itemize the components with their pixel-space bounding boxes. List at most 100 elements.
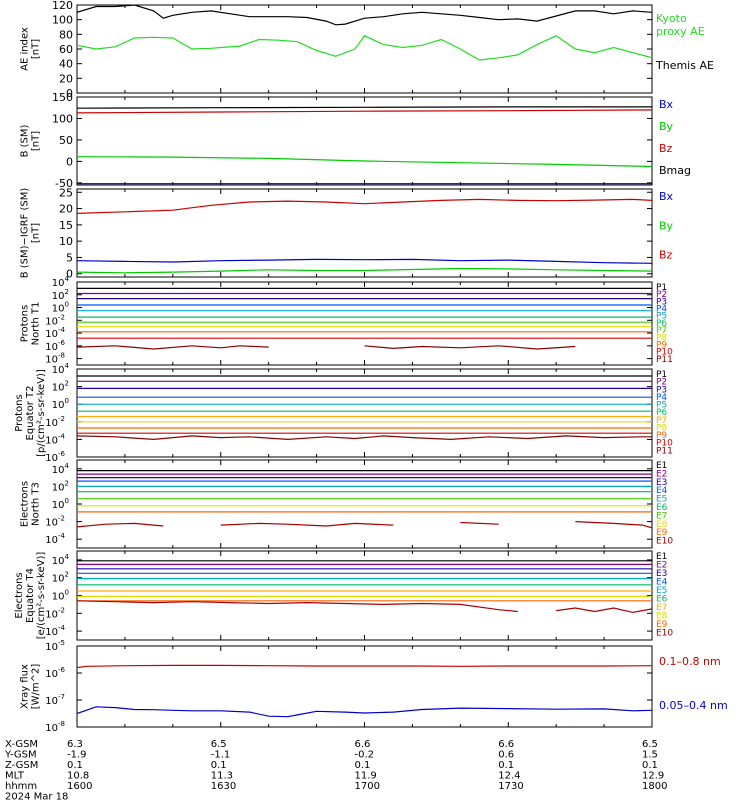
orbit-value: 6.5 bbox=[211, 739, 227, 750]
y-tick-label: 10-4 bbox=[45, 532, 65, 546]
panel-ee: 10-4 10-2 100 102 104 Electrons Equator T4 [e/(… bbox=[14, 550, 673, 641]
y-axis-label: Electrons bbox=[14, 572, 25, 618]
orbit-value: -0.2 bbox=[355, 750, 375, 761]
y-axis-label: Equator T4 bbox=[25, 568, 36, 623]
legend-label: P9 bbox=[656, 431, 667, 441]
legend-label: P4 bbox=[656, 305, 667, 315]
series-line-e10 bbox=[77, 521, 652, 529]
y-tick-label: 100 bbox=[52, 14, 73, 27]
panel-frame bbox=[76, 188, 653, 278]
orbit-table: X-GSM 6.3 6.5 6.6 6.6 6.5 Y-GSM -1.9 -1.1 -0.2 0.6… bbox=[4, 739, 667, 800]
legend-label: P3 bbox=[656, 297, 667, 307]
legend-label: E6 bbox=[656, 503, 668, 513]
series-line-0-05-0-4-nm bbox=[77, 706, 652, 718]
legend-label: P4 bbox=[656, 393, 667, 403]
legend-label: Bx bbox=[659, 190, 674, 203]
series-line-bx bbox=[77, 258, 652, 264]
legend-label: E9 bbox=[656, 620, 668, 630]
legend-label: E5 bbox=[656, 586, 667, 596]
y-tick-label: 20 bbox=[59, 203, 73, 216]
legend-label: P8 bbox=[656, 333, 667, 343]
legend-label: E3 bbox=[656, 478, 667, 488]
orbit-value: 10.8 bbox=[67, 771, 89, 782]
legend-label: P11 bbox=[656, 446, 673, 456]
y-tick-label: 80 bbox=[59, 28, 73, 41]
legend-label: proxy AE bbox=[656, 25, 705, 38]
date-label: 2024 Mar 18 bbox=[5, 792, 68, 800]
orbit-value: 0.1 bbox=[498, 760, 514, 771]
orbit-value: 0.1 bbox=[355, 760, 371, 771]
legend-label: E8 bbox=[656, 612, 668, 622]
legend-label: E2 bbox=[656, 561, 667, 571]
panel-frame bbox=[76, 645, 653, 728]
legend-label: Bx bbox=[659, 98, 674, 111]
y-tick-label: 10-6 bbox=[45, 666, 65, 680]
orbit-value: 12.9 bbox=[642, 771, 664, 782]
legend-label: P7 bbox=[656, 416, 667, 426]
y-axis-label: North T3 bbox=[31, 482, 42, 526]
series-line-by bbox=[77, 156, 652, 168]
legend-label: P6 bbox=[656, 319, 667, 329]
legend-label: E1 bbox=[656, 461, 667, 471]
panel-xray: 10-8 10-7 10-6 10-5 Xray flux [W/m^2] 0.1–0.8 … bbox=[20, 639, 728, 734]
orbit-value: 1600 bbox=[67, 781, 92, 792]
orbit-value: 6.6 bbox=[498, 739, 514, 750]
orbit-value: 6.3 bbox=[67, 739, 83, 750]
y-axis-label: Protons bbox=[20, 305, 31, 342]
y-tick-label: 104 bbox=[52, 553, 70, 567]
y-axis-label: Electrons bbox=[20, 481, 31, 527]
legend-label: E7 bbox=[656, 511, 667, 521]
legend-label: E9 bbox=[656, 528, 668, 538]
orbit-value: 12.4 bbox=[498, 771, 520, 782]
y-tick-label: 60 bbox=[59, 43, 73, 56]
legend-label: E3 bbox=[656, 569, 667, 579]
panel-bsm: -50 0 50 100 150 B (SM) [nT] Bx By Bz Bmag bbox=[20, 91, 692, 190]
legend-label: P8 bbox=[656, 423, 667, 433]
y-tick-label: 10-7 bbox=[45, 693, 65, 707]
legend-label: Bz bbox=[659, 249, 673, 262]
y-axis-label: [nT] bbox=[31, 39, 42, 59]
legend-label: E6 bbox=[656, 595, 668, 605]
series-line-bz bbox=[77, 109, 652, 114]
series-line-bmag bbox=[77, 106, 652, 109]
series-line-bz bbox=[77, 198, 652, 214]
series-line-0-1-0-8-nm bbox=[77, 664, 652, 669]
legend-label: P11 bbox=[656, 355, 673, 365]
y-tick-label: 10-8 bbox=[45, 720, 65, 734]
orbit-row-label: hhmm bbox=[5, 781, 37, 792]
orbit-value: 0.1 bbox=[211, 760, 227, 771]
orbit-value: 1800 bbox=[642, 781, 667, 792]
panel-bigrf: 0 5 10 15 20 25 B (SM)−IGRF (SM) [nT] Bx By Bz bbox=[20, 186, 674, 280]
legend-label: P5 bbox=[656, 312, 667, 322]
legend-label: E7 bbox=[656, 603, 667, 613]
legend-label: P6 bbox=[656, 408, 667, 418]
y-tick-label: 100 bbox=[52, 397, 69, 411]
y-tick-label: 100 bbox=[52, 112, 73, 125]
legend-label: P10 bbox=[656, 439, 673, 449]
series-line-themis-ae bbox=[77, 5, 652, 26]
legend-label: By bbox=[659, 120, 674, 133]
series-line-p11 bbox=[77, 345, 576, 350]
y-axis-label: [W/m^2] bbox=[31, 664, 42, 710]
legend-label: E5 bbox=[656, 495, 667, 505]
series-line-e10 bbox=[77, 600, 652, 614]
y-tick-label: 104 bbox=[52, 462, 70, 476]
legend-label: E4 bbox=[656, 486, 668, 496]
legend-label: P2 bbox=[656, 290, 667, 300]
panel-frame bbox=[76, 459, 653, 549]
y-tick-label: 40 bbox=[59, 58, 73, 71]
y-tick-label: 0 bbox=[66, 268, 73, 281]
y-axis-label: [nT] bbox=[31, 223, 42, 243]
y-axis-label: Xray flux bbox=[20, 664, 31, 709]
legend-label: P9 bbox=[656, 340, 667, 350]
y-tick-label: 10-5 bbox=[45, 639, 65, 653]
y-tick-label: 10-2 bbox=[45, 515, 65, 529]
series-line-kyoto-proxy-ae bbox=[77, 35, 652, 61]
legend-label: E1 bbox=[656, 552, 667, 562]
orbit-value: 1730 bbox=[498, 781, 523, 792]
legend-label: E10 bbox=[656, 537, 673, 547]
series-line-by bbox=[77, 267, 652, 274]
orbit-row-label: X-GSM bbox=[5, 739, 38, 750]
legend-label: P1 bbox=[656, 283, 667, 293]
